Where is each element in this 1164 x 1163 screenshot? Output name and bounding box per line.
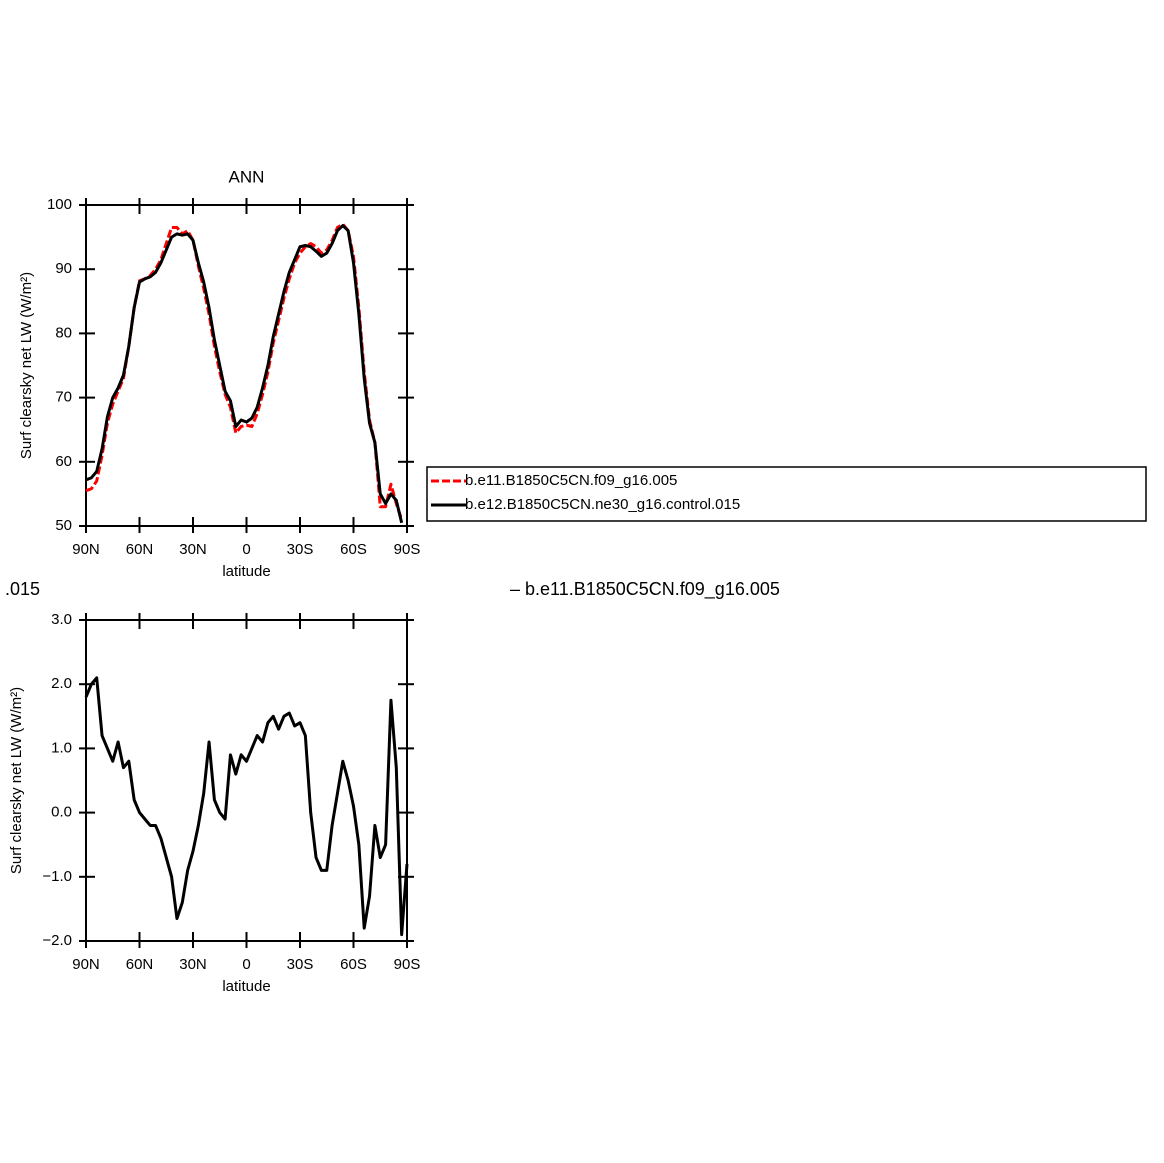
y-tick-label: 80 bbox=[55, 324, 72, 341]
x-tick-label: 30N bbox=[179, 956, 207, 973]
legend-label: b.e12.B1850C5CN.ne30_g16.control.015 bbox=[465, 496, 740, 513]
data-line bbox=[84, 676, 409, 937]
y-tick-label: 70 bbox=[55, 389, 72, 406]
x-tick-label: 0 bbox=[242, 956, 250, 973]
x-tick-label: 60S bbox=[340, 956, 367, 973]
x-tick-label: 60S bbox=[340, 541, 367, 558]
y-tick-label: −2.0 bbox=[42, 932, 72, 949]
y-tick-label: 1.0 bbox=[51, 739, 72, 756]
x-tick-label: 60N bbox=[126, 956, 154, 973]
x-axis-label: latitude bbox=[222, 563, 270, 580]
x-axis-label: latitude bbox=[222, 978, 270, 995]
text-fragment: .015 bbox=[5, 579, 40, 599]
y-tick-label: 3.0 bbox=[51, 611, 72, 628]
x-tick-label: 30N bbox=[179, 541, 207, 558]
plot-frame bbox=[85, 204, 408, 527]
y-tick-label: 90 bbox=[55, 260, 72, 277]
text-fragment: – b.e11.B1850C5CN.f09_g16.005 bbox=[510, 579, 780, 600]
y-tick-label: 0.0 bbox=[51, 804, 72, 821]
chart-title: ANN bbox=[229, 167, 265, 186]
legend-label: b.e11.B1850C5CN.f09_g16.005 bbox=[465, 472, 677, 489]
x-tick-label: 0 bbox=[242, 541, 250, 558]
x-tick-label: 90N bbox=[72, 956, 100, 973]
x-tick-label: 90N bbox=[72, 541, 100, 558]
y-tick-label: 2.0 bbox=[51, 675, 72, 692]
data-line bbox=[85, 224, 404, 524]
y-tick-label: −1.0 bbox=[42, 868, 72, 885]
x-tick-label: 90S bbox=[394, 956, 421, 973]
x-tick-label: 90S bbox=[394, 541, 421, 558]
y-tick-label: 100 bbox=[47, 196, 72, 213]
x-tick-label: 60N bbox=[126, 541, 154, 558]
x-tick-label: 30S bbox=[287, 541, 314, 558]
legend-box bbox=[426, 466, 1147, 522]
x-tick-label: 30S bbox=[287, 956, 314, 973]
y-tick-label: 60 bbox=[55, 453, 72, 470]
y-axis-label: Surf clearsky net LW (W/m²) bbox=[8, 687, 25, 874]
y-axis-label: Surf clearsky net LW (W/m²) bbox=[18, 272, 35, 459]
y-tick-label: 50 bbox=[55, 517, 72, 534]
plot-frame bbox=[85, 619, 408, 942]
